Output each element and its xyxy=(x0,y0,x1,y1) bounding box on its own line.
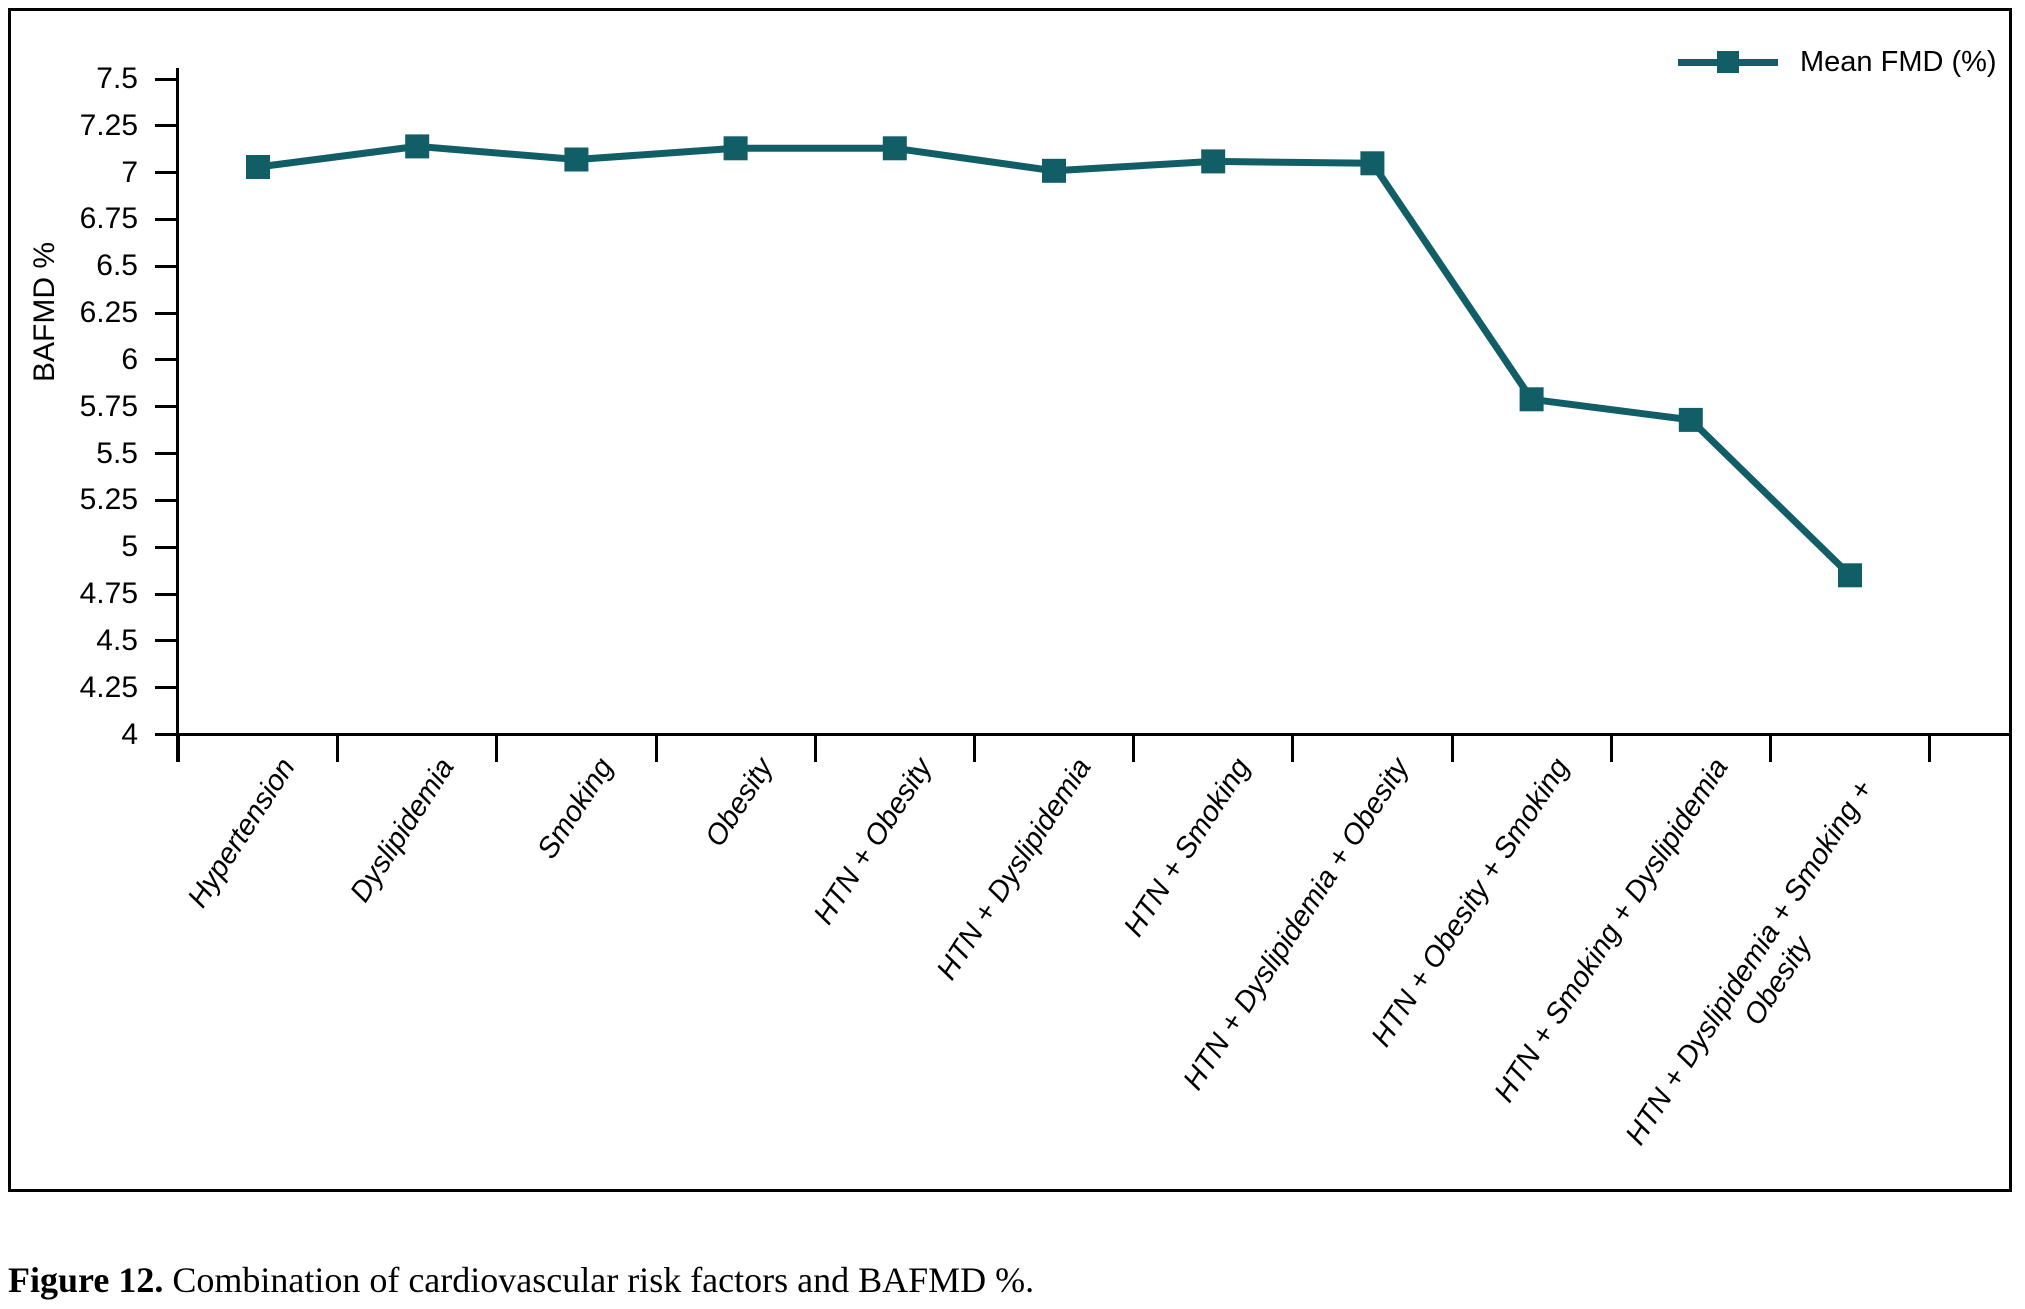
x-tick-mark xyxy=(1768,734,1772,762)
y-tick-label: 6.5 xyxy=(96,249,138,283)
legend-entry-label: Mean FMD (%) xyxy=(1800,46,1997,78)
y-tick-mark xyxy=(155,358,177,362)
x-tick-mark xyxy=(1291,734,1295,762)
y-tick-mark xyxy=(155,405,177,409)
y-tick-mark xyxy=(155,733,177,736)
y-tick-label: 4 xyxy=(121,717,138,751)
y-tick-label: 5.25 xyxy=(79,483,138,517)
x-tick-mark xyxy=(495,734,499,762)
y-tick-mark xyxy=(155,217,177,221)
y-tick-label: 4.5 xyxy=(96,623,138,657)
y-tick-label: 5.5 xyxy=(96,436,138,470)
y-tick-label: 4.25 xyxy=(79,670,138,704)
y-tick-label: 5.75 xyxy=(79,389,138,423)
y-tick-mark xyxy=(155,545,177,549)
y-tick-label: 6 xyxy=(121,342,138,376)
x-tick-mark xyxy=(1609,734,1613,762)
y-tick-mark xyxy=(155,124,177,128)
y-tick-mark xyxy=(155,452,177,456)
y-tick-mark xyxy=(155,311,177,315)
y-tick-mark xyxy=(155,498,177,502)
y-tick-label: 6.75 xyxy=(79,202,138,236)
figure-caption-text: Combination of cardiovascular risk facto… xyxy=(172,1260,1035,1300)
y-tick-label: 5 xyxy=(121,530,138,564)
y-tick-mark xyxy=(155,264,177,268)
figure-caption: Figure 12. Combination of cardiovascular … xyxy=(8,1258,1968,1303)
y-axis-line xyxy=(175,68,179,762)
y-tick-label: 7.5 xyxy=(96,62,138,95)
y-tick-label: 7.25 xyxy=(79,108,138,142)
y-tick-label: 6.25 xyxy=(79,296,138,330)
x-tick-mark xyxy=(972,734,976,762)
y-tick-mark xyxy=(155,639,177,643)
y-tick-label: 7 xyxy=(121,155,138,189)
x-tick-mark xyxy=(654,734,658,762)
figure-caption-number: Figure 12. xyxy=(8,1260,164,1300)
y-tick-mark xyxy=(155,77,177,81)
y-tick-label: 4.75 xyxy=(79,577,138,611)
x-tick-mark xyxy=(1450,734,1454,762)
legend-square-marker-icon xyxy=(1717,51,1739,73)
y-tick-mark xyxy=(155,686,177,690)
y-tick-mark xyxy=(155,171,177,175)
x-tick-mark xyxy=(176,734,180,762)
y-tick-mark xyxy=(155,592,177,596)
x-axis-line xyxy=(175,733,2009,736)
x-tick-mark xyxy=(1132,734,1136,762)
x-tick-mark xyxy=(1928,734,1932,762)
x-tick-mark xyxy=(336,734,340,762)
x-tick-mark xyxy=(813,734,817,762)
